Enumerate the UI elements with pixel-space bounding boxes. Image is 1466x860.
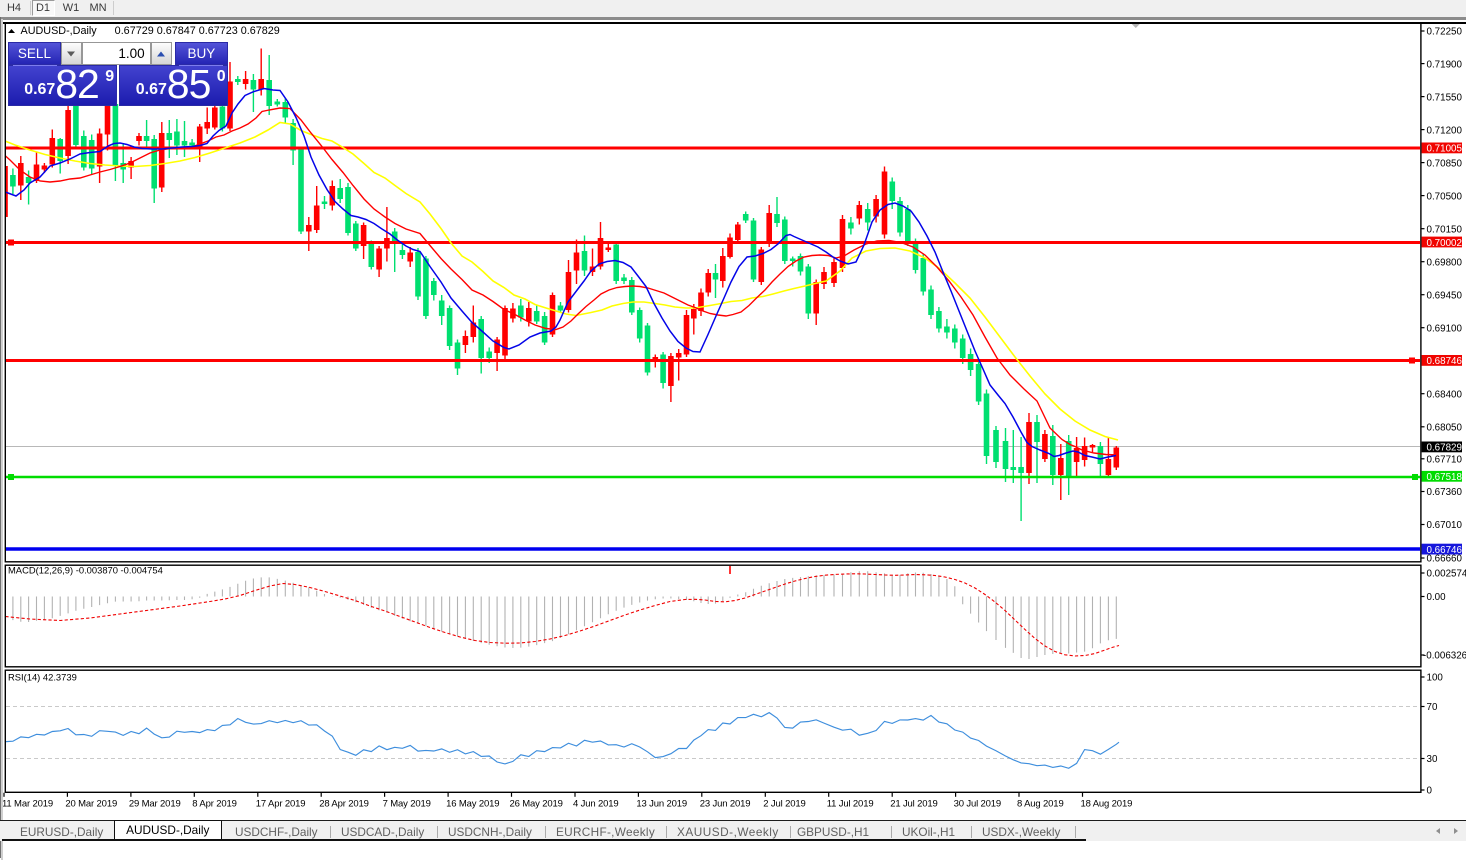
svg-text:20 Mar 2019: 20 Mar 2019 bbox=[65, 799, 117, 810]
svg-text:8 Aug 2019: 8 Aug 2019 bbox=[1017, 799, 1064, 810]
svg-text:23 Jun 2019: 23 Jun 2019 bbox=[700, 799, 751, 810]
svg-text:0.71550: 0.71550 bbox=[1427, 92, 1463, 103]
svg-text:16 May 2019: 16 May 2019 bbox=[446, 799, 499, 810]
svg-text:13 Jun 2019: 13 Jun 2019 bbox=[636, 799, 687, 810]
svg-text:0.69450: 0.69450 bbox=[1427, 290, 1463, 301]
svg-text:18 Aug 2019: 18 Aug 2019 bbox=[1081, 799, 1133, 810]
svg-text:0.67360: 0.67360 bbox=[1427, 487, 1463, 498]
svg-text:0.68746: 0.68746 bbox=[1427, 356, 1463, 367]
svg-text:8 Apr 2019: 8 Apr 2019 bbox=[192, 799, 236, 810]
svg-text:2 Jul 2019: 2 Jul 2019 bbox=[763, 799, 805, 810]
svg-text:70: 70 bbox=[1427, 702, 1438, 713]
svg-text:100: 100 bbox=[1427, 673, 1444, 684]
svg-text:0.67710: 0.67710 bbox=[1427, 455, 1463, 466]
svg-text:RSI(14) 42.3739: RSI(14) 42.3739 bbox=[8, 672, 77, 683]
svg-text:28 Apr 2019: 28 Apr 2019 bbox=[319, 799, 369, 810]
svg-text:30 Jul 2019: 30 Jul 2019 bbox=[954, 799, 1001, 810]
svg-text:0.71200: 0.71200 bbox=[1427, 125, 1463, 136]
svg-text:0.71900: 0.71900 bbox=[1427, 59, 1463, 70]
svg-text:30: 30 bbox=[1427, 754, 1438, 765]
svg-text:MACD(12,26,9) -0.003870 -0.004: MACD(12,26,9) -0.003870 -0.004754 bbox=[8, 565, 163, 576]
svg-text:0.70150: 0.70150 bbox=[1427, 224, 1463, 235]
svg-text:11 Jul 2019: 11 Jul 2019 bbox=[827, 799, 874, 810]
svg-text:17 Apr 2019: 17 Apr 2019 bbox=[256, 799, 306, 810]
svg-text:7 May 2019: 7 May 2019 bbox=[383, 799, 431, 810]
svg-text:0.68050: 0.68050 bbox=[1427, 423, 1463, 434]
svg-text:0.72250: 0.72250 bbox=[1427, 27, 1463, 38]
svg-text:0.68400: 0.68400 bbox=[1427, 389, 1463, 400]
svg-text:0.69100: 0.69100 bbox=[1427, 323, 1463, 334]
svg-text:0.70500: 0.70500 bbox=[1427, 191, 1463, 202]
svg-text:11 Mar 2019: 11 Mar 2019 bbox=[2, 799, 53, 810]
svg-text:4 Jun 2019: 4 Jun 2019 bbox=[573, 799, 619, 810]
svg-text:0: 0 bbox=[1427, 786, 1433, 797]
svg-text:0.66746: 0.66746 bbox=[1427, 545, 1463, 556]
svg-text:0.70850: 0.70850 bbox=[1427, 158, 1463, 169]
svg-text:-0.006326: -0.006326 bbox=[1423, 651, 1466, 662]
svg-text:0.00: 0.00 bbox=[1427, 592, 1447, 603]
svg-text:0.70002: 0.70002 bbox=[1427, 238, 1462, 249]
svg-text:0.67010: 0.67010 bbox=[1427, 520, 1463, 531]
svg-text:29 Mar 2019: 29 Mar 2019 bbox=[129, 799, 181, 810]
svg-text:0.71005: 0.71005 bbox=[1427, 144, 1463, 155]
svg-text:0.69800: 0.69800 bbox=[1427, 257, 1463, 268]
svg-text:21 Jul 2019: 21 Jul 2019 bbox=[890, 799, 937, 810]
svg-text:0.002574: 0.002574 bbox=[1427, 569, 1466, 580]
svg-text:26 May 2019: 26 May 2019 bbox=[510, 799, 563, 810]
svg-text:AUDUSD-,Daily 0.67729 0.6: AUDUSD-,Daily 0.67729 0.67847 0.67723 0.… bbox=[21, 25, 280, 37]
svg-text:0.67518: 0.67518 bbox=[1427, 472, 1463, 483]
svg-text:0.67829: 0.67829 bbox=[1427, 443, 1462, 454]
